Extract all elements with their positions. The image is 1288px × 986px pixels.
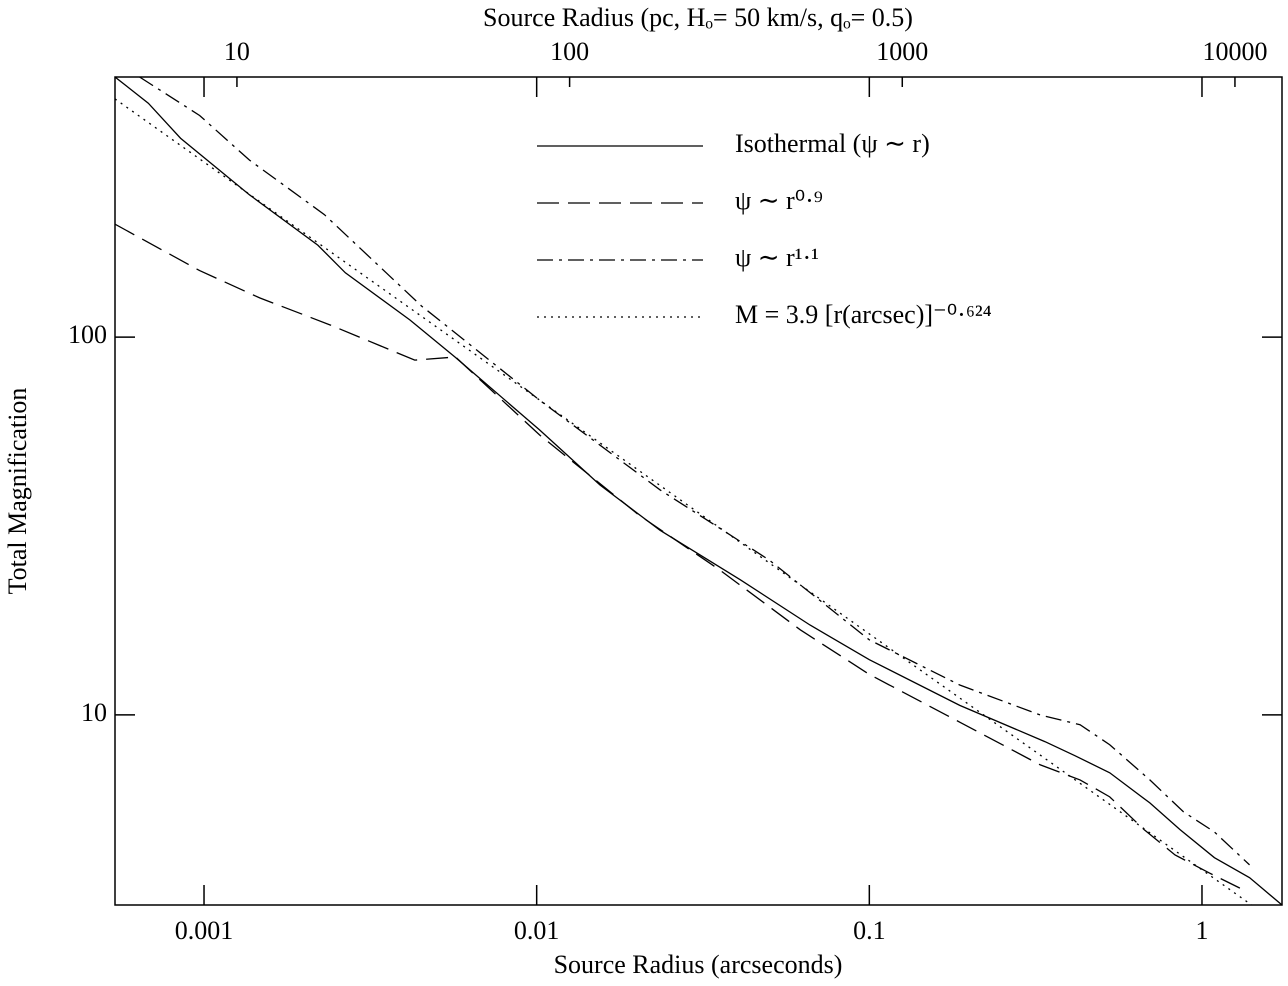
x-tick-label: 0.1 — [853, 916, 886, 945]
series-line — [139, 77, 1250, 866]
top-axis-label: Source Radius (pc, Hₒ= 50 km/s, qₒ= 0.5) — [483, 3, 913, 32]
x-tick-label: 0.01 — [514, 916, 560, 945]
series-line — [115, 223, 1241, 889]
y-tick-label: 100 — [68, 320, 107, 349]
series-line — [115, 98, 1252, 905]
top-tick-label: 10000 — [1202, 37, 1267, 66]
x-axis-label: Source Radius (arcseconds) — [554, 950, 843, 979]
legend-label: ψ ∼ r⁰·⁹ — [735, 186, 823, 215]
top-tick-label: 100 — [550, 37, 589, 66]
legend-label: M = 3.9 [r(arcsec)]⁻⁰·⁶²⁴ — [735, 300, 992, 329]
y-axis-label: Total Magnification — [3, 388, 32, 595]
legend-label: ψ ∼ r¹·¹ — [735, 243, 819, 272]
x-tick-label: 1 — [1195, 916, 1208, 945]
plot-frame — [114, 76, 1283, 906]
series-line — [115, 77, 1282, 905]
top-tick-label: 10 — [224, 37, 250, 66]
x-tick-label: 0.001 — [175, 916, 234, 945]
top-tick-label: 1000 — [876, 37, 928, 66]
y-tick-label: 10 — [81, 698, 107, 727]
legend-label: Isothermal (ψ ∼ r) — [735, 129, 930, 158]
